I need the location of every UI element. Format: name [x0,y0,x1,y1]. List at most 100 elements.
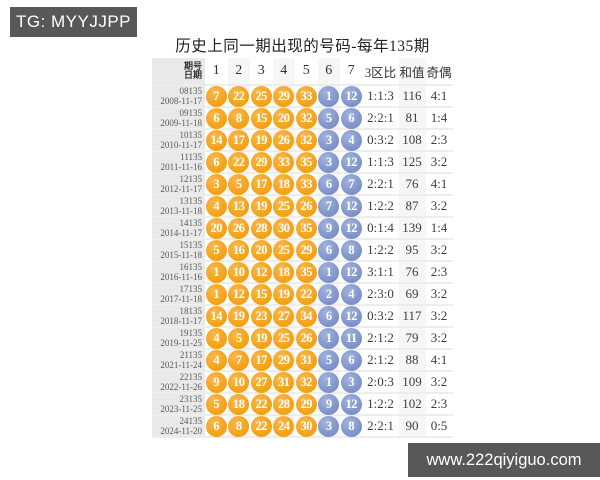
draw-date: 2018-11-17 [160,316,202,326]
front-ball: 35 [295,217,317,239]
front-ball: 10 [228,371,250,393]
ball-cell: 5 [205,393,228,415]
ball-cell: 8 [227,107,250,129]
front-ball: 8 [228,107,250,129]
ball-cell: 10 [227,261,250,283]
period-date-cell: 08135 2008-11-17 [152,86,205,106]
front-ball: 16 [228,239,250,261]
ball-cell: 1 [205,283,228,305]
header-ball-column: 5 [302,63,310,78]
front-ball: 18 [228,393,250,415]
front-ball: 6 [205,107,227,129]
ball-cell: 15 [250,283,273,305]
back-ball: 3 [318,129,340,151]
period-number: 08135 [179,86,203,96]
header-ball-column: 7 [347,63,355,78]
ball-cell: 9 [205,371,228,393]
front-ball: 17 [228,129,250,151]
period-number: 23135 [179,394,203,404]
ball-cell: 35 [295,217,318,239]
front-ball: 1 [205,261,227,283]
front-ball: 22 [250,393,272,415]
ball-cell: 5 [317,107,340,129]
back-ball: 11 [340,327,362,349]
front-ball: 27 [273,305,295,327]
ball-cell: 7 [317,195,340,217]
front-ball: 8 [228,415,250,437]
odd-even-value: 2:3 [430,264,448,279]
table-row: 23135 2023-11-25 5 18 22 28 29 9 12 1:2:2 102 … [152,393,453,416]
period-date-cell: 16135 2016-11-16 [152,262,205,282]
front-ball: 5 [228,327,250,349]
ball-cell: 26 [227,217,250,239]
sum-value: 109 [398,372,426,392]
table-row: 12135 2012-11-17 3 5 17 18 33 6 7 2:2:1 76 4:1 [152,173,453,196]
telegram-badge: TG: MYYJJPP [10,7,137,37]
ball-cell: 4 [205,349,228,371]
ball-cell: 4 [205,195,228,217]
back-ball: 3 [340,371,362,393]
period-date-cell: 22135 2022-11-26 [152,372,205,392]
table-body: 08135 2008-11-17 7 22 25 29 33 1 12 1:1:3 116 … [152,85,453,438]
ball-cell: 26 [272,129,295,151]
zone-ratio-value: 2:0:3 [367,374,394,389]
period-number: 11135 [180,152,202,162]
front-ball: 7 [228,349,250,371]
front-ball: 28 [250,217,272,239]
front-ball: 6 [205,151,227,173]
ball-cell: 12 [250,261,273,283]
header-period-label: 期号 [183,60,202,71]
front-ball: 12 [250,261,272,283]
header-odd-even: 奇偶 [426,65,452,80]
period-number: 13135 [179,196,203,206]
front-ball: 5 [205,393,227,415]
front-ball: 30 [295,415,317,437]
zone-ratio-value: 1:2:2 [367,198,394,213]
ball-cell: 25 [272,195,295,217]
ball-cell: 6 [205,415,228,437]
ball-cell: 30 [295,415,318,437]
sum-value: 108 [398,130,426,150]
table-row: 08135 2008-11-17 7 22 25 29 33 1 12 1:1:3 116 … [152,85,453,108]
sum-value: 79 [398,328,426,348]
ball-cell: 3 [317,129,340,151]
period-date-cell: 11135 2011-11-16 [152,152,205,172]
ball-cell: 9 [317,393,340,415]
period-number: 19135 [179,328,203,338]
ball-cell: 16 [227,239,250,261]
sum-value: 87 [398,196,426,216]
back-ball: 6 [340,349,362,371]
back-ball: 12 [340,217,362,239]
period-number: 14135 [179,218,203,228]
ball-cell: 29 [272,85,295,107]
sum-value: 76 [398,174,426,194]
sum-value: 125 [398,152,426,172]
draw-date: 2017-11-18 [160,294,202,304]
ball-cell: 32 [295,129,318,151]
ball-cell: 11 [340,327,363,349]
period-number: 15135 [179,240,203,250]
ball-cell: 27 [250,371,273,393]
ball-cell: 7 [340,173,363,195]
back-ball: 12 [340,151,362,173]
period-number: 18135 [179,306,203,316]
ball-cell: 4 [205,327,228,349]
front-ball: 33 [273,151,295,173]
ball-cell: 6 [340,107,363,129]
sum-value: 76 [398,262,426,282]
front-ball: 32 [295,129,317,151]
draw-date: 2010-11-17 [160,140,202,150]
back-ball: 3 [318,415,340,437]
draw-date: 2022-11-26 [160,382,202,392]
ball-cell: 35 [295,261,318,283]
zone-ratio-value: 2:2:1 [367,418,394,433]
back-ball: 9 [318,393,340,415]
front-ball: 19 [273,283,295,305]
ball-cell: 33 [272,151,295,173]
ball-cell: 23 [250,305,273,327]
ball-cell: 5 [317,349,340,371]
ball-cell: 12 [340,261,363,283]
ball-cell: 20 [205,217,228,239]
ball-cell: 13 [227,195,250,217]
ball-cell: 2 [317,283,340,305]
